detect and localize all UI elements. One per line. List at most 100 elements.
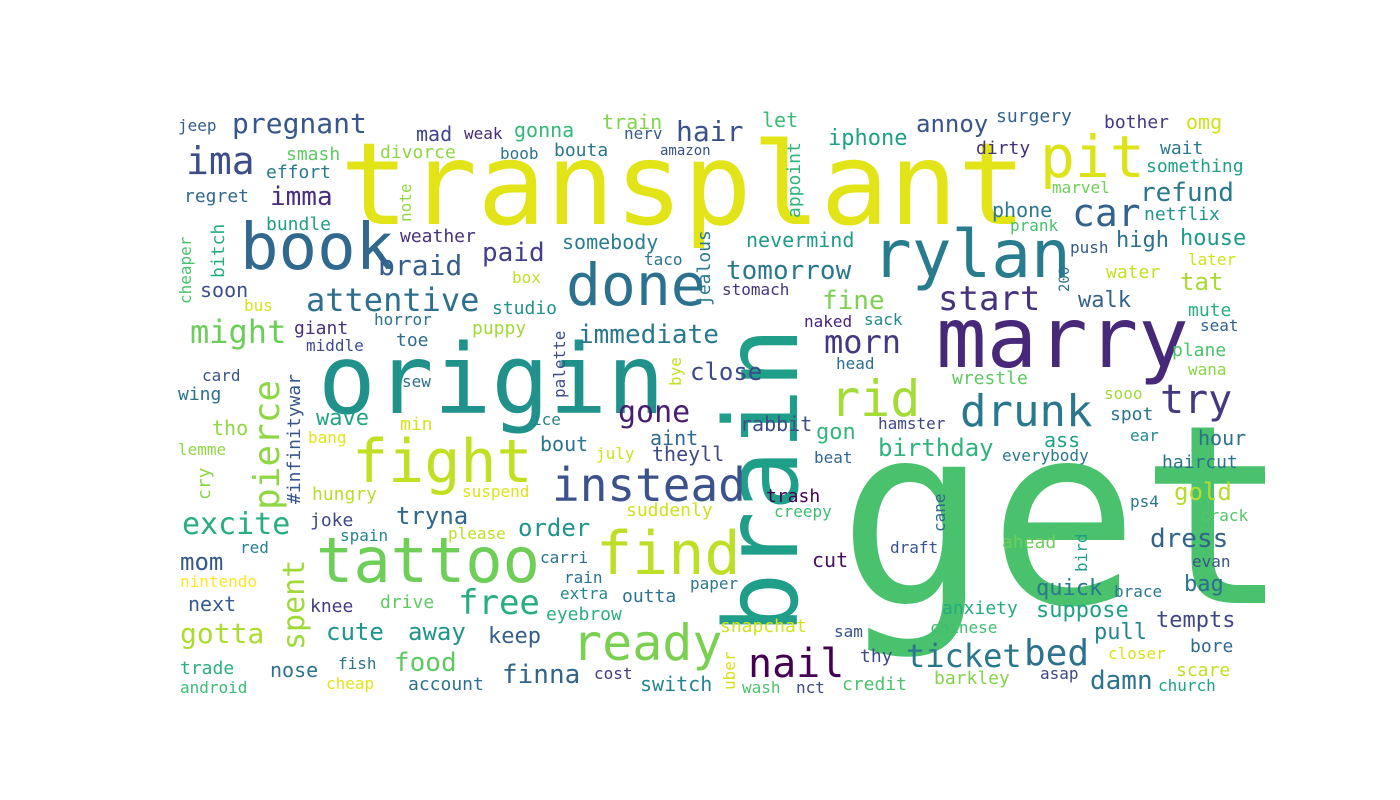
word-church: church (1158, 676, 1216, 695)
word-puppy: puppy (472, 318, 527, 339)
word-later: later (1188, 250, 1237, 269)
word-aint: aint (650, 426, 699, 450)
word-weather: weather (400, 226, 476, 247)
word-high: high (1116, 228, 1169, 253)
word-box: box (512, 268, 541, 287)
word-fine: fine (822, 286, 885, 316)
word-something: something (1146, 156, 1244, 177)
word-wing: wing (178, 384, 222, 405)
word-account: account (408, 674, 484, 695)
word-somebody: somebody (562, 230, 659, 254)
word-let: let (762, 108, 799, 132)
word-try: try (1160, 377, 1233, 423)
word-hungry: hungry (312, 484, 378, 505)
word-extra: extra (560, 584, 609, 603)
word-might: might (190, 313, 287, 351)
word-bag: bag (1184, 572, 1224, 597)
word-weak: weak (464, 124, 503, 143)
word-house: house (1180, 226, 1247, 251)
word-horror: horror (374, 310, 432, 329)
word-morn: morn (824, 323, 902, 361)
word-done: done (566, 251, 706, 319)
word-spain: spain (340, 526, 389, 545)
word-push: push (1070, 238, 1109, 257)
word-middle: middle (306, 336, 364, 355)
word-nerv: nerv (624, 124, 663, 143)
word-tat: tat (1180, 268, 1224, 296)
word-cut: cut (812, 548, 849, 572)
word-toe: toe (396, 330, 429, 351)
word-sew: sew (402, 372, 431, 391)
word-#infinitywar: #infinitywar (284, 373, 305, 504)
word-eyebrow: eyebrow (546, 604, 622, 625)
word-taco: taco (644, 250, 683, 269)
word-phone: phone (992, 198, 1053, 222)
word-tryna: tryna (396, 502, 469, 530)
word-prank: prank (1010, 216, 1059, 235)
word-fish: fish (338, 654, 377, 673)
word-annoy: annoy (916, 110, 989, 138)
word-tattoo: tattoo (316, 524, 540, 597)
word-tomorrow: tomorrow (726, 256, 852, 286)
word-creepy: creepy (774, 502, 832, 521)
word-book: book (240, 211, 395, 285)
word-bitch: bitch (208, 223, 229, 278)
word-walk: walk (1078, 288, 1131, 313)
word-palette: palette (550, 330, 569, 398)
word-drunk: drunk (960, 386, 1093, 437)
word-netflix: netflix (1144, 204, 1220, 225)
word-omg: omg (1186, 110, 1223, 134)
word-head: head (836, 354, 875, 373)
word-water: water (1106, 262, 1161, 283)
word-plane: plane (1172, 340, 1227, 361)
word-finna: finna (502, 660, 581, 690)
word-asap: asap (1040, 664, 1079, 683)
word-pull: pull (1094, 620, 1147, 645)
word-imma: imma (270, 182, 333, 212)
word-spent: spent (277, 559, 312, 650)
word-train: train (602, 110, 663, 134)
word-immediate: immediate (578, 320, 719, 350)
word-hour: hour (1198, 426, 1247, 450)
word-bye: bye (666, 357, 685, 386)
word-suspend: suspend (462, 482, 530, 501)
word-keep: keep (488, 624, 541, 649)
word-instead: instead (552, 458, 746, 512)
word-fight: fight (352, 427, 533, 497)
word-red: red (240, 538, 269, 557)
word-crack: crack (1200, 506, 1249, 525)
word-mute: mute (1188, 300, 1232, 321)
word-boob: boob (500, 144, 539, 163)
word-bouta: bouta (554, 140, 609, 161)
word-bother: bother (1104, 112, 1170, 133)
word-pregnant: pregnant (232, 107, 367, 140)
word-seat: seat (1200, 316, 1239, 335)
word-gotta: gotta (180, 617, 265, 650)
word-iphone: iphone (828, 126, 908, 151)
word-carri: carri (540, 548, 589, 567)
word-ready: ready (572, 614, 723, 672)
word-regret: regret (184, 186, 250, 207)
word-marry: marry (936, 289, 1189, 387)
word-away: away (408, 618, 466, 646)
word-close: close (690, 358, 763, 386)
word-rain: rain (564, 568, 603, 587)
word-snapchat: snapchat (720, 616, 807, 637)
word-damn: damn (1090, 666, 1153, 696)
word-ear: ear (1130, 426, 1159, 445)
word-suddenly: suddenly (626, 500, 713, 521)
word-switch: switch (640, 672, 713, 696)
word-bore: bore (1190, 636, 1234, 657)
word-next: next (188, 592, 237, 616)
word-pierce: pierce (247, 379, 288, 510)
word-cheaper: cheaper (176, 236, 195, 304)
word-joke: joke (310, 510, 354, 531)
word-wrestle: wrestle (952, 368, 1028, 389)
word-nintendo: nintendo (180, 572, 258, 591)
word-hamster: hamster (878, 414, 946, 433)
word-soon: soon (200, 278, 249, 302)
word-everybody: everybody (1002, 446, 1089, 465)
word-gon: gon (816, 420, 856, 445)
word-chinese: chinese (930, 618, 998, 637)
